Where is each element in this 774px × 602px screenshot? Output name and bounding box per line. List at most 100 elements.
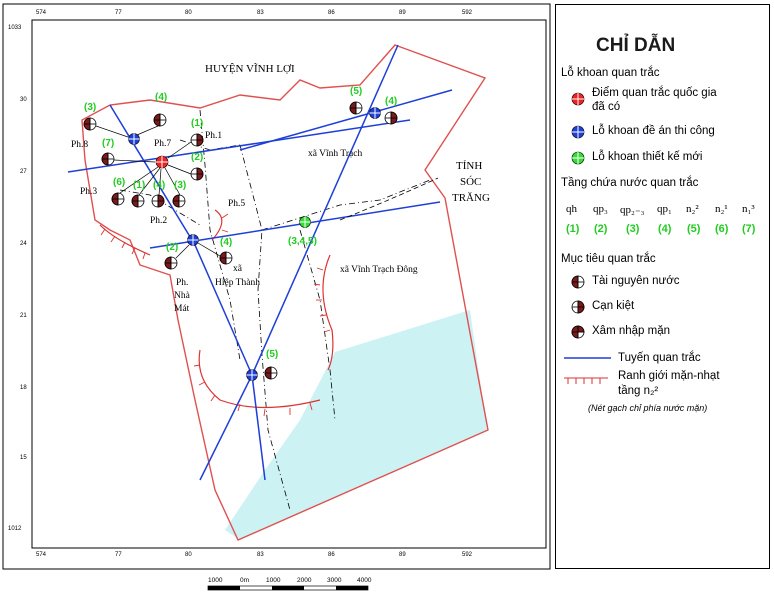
legend-section-wells: Lỗ khoan quan trắc (561, 67, 660, 79)
target-marker (164, 256, 178, 270)
ward-label: Ph.5 (228, 199, 246, 209)
monitoring-lines (67, 44, 453, 481)
ward-label: Ph.3 (80, 187, 98, 197)
new-well (299, 216, 311, 228)
aquifer-number: (6) (715, 223, 729, 235)
target-marker (101, 152, 115, 166)
scale-bar (207, 585, 369, 591)
scale-label: 1000 (208, 577, 223, 584)
legend-new-label: Lỗ khoan thiết kế mới (592, 151, 703, 163)
axis-bottom-label: 83 (257, 552, 264, 558)
axis-bottom-label: 89 (399, 552, 406, 558)
salt-fresh-boundary (99, 209, 334, 409)
project-well (369, 107, 381, 119)
legend-target-label: Cạn kiệt (592, 300, 635, 312)
scale-label: 1000 (266, 577, 281, 584)
axis-left-label: 15 (20, 455, 27, 461)
target-marker (83, 117, 97, 131)
axis-bottom-label: 592 (462, 552, 473, 558)
province-label-line3: TRĂNG (452, 192, 490, 204)
legend-national-label: Điểm quan trắc quốc gia (592, 87, 717, 99)
aquifer-number: (4) (658, 223, 672, 235)
legend-national-label2: đã có (592, 101, 621, 113)
legend-section-targets: Mục tiêu quan trắc (561, 253, 656, 265)
district-label: HUYỆN VĨNH LỢI (205, 63, 295, 75)
well-label: (4) (155, 92, 168, 103)
target-marker (111, 192, 125, 206)
well-label: (2) (191, 152, 204, 163)
well-label: (5) (350, 86, 363, 97)
well-label: (7) (102, 138, 115, 149)
well-label: (4) (153, 180, 166, 191)
aquifer-symbol: qh (566, 203, 577, 215)
well-label: (3) (84, 102, 97, 113)
aquifer-number: (7) (742, 223, 756, 235)
target-marker (384, 111, 398, 125)
axis-left-label: 1012 (8, 526, 22, 532)
axis-left-label: 27 (20, 169, 27, 175)
legend-new-icon (571, 151, 585, 165)
well-label: (3,4,5) (288, 236, 317, 247)
legend-note: (Nét gạch chỉ phía nước mặn) (588, 403, 708, 413)
axis-bottom-label: 86 (328, 552, 335, 558)
well-label: (5) (266, 349, 279, 360)
legend-well-icons (564, 92, 611, 384)
axis-top-label: 86 (328, 10, 335, 16)
target-marker (131, 194, 145, 208)
axis-left-label: 1033 (8, 25, 22, 31)
axis-top-label: 77 (115, 10, 122, 16)
aquifer-number: (3) (626, 223, 640, 235)
target-marker (219, 251, 233, 265)
axis-left-label: 18 (20, 385, 27, 391)
map-inner-frame (31, 19, 547, 549)
legend-target-label: Xâm nhập mặn (592, 325, 670, 337)
project-well (246, 369, 258, 381)
aquifer-number: (1) (566, 223, 580, 235)
ward-label: Ph.2 (150, 216, 168, 226)
scale-label: 4000 (357, 577, 372, 584)
aquifer-symbol: qp₁ (657, 203, 672, 215)
salt-fresh-hatch (100, 213, 331, 417)
axis-top-label: 89 (399, 10, 406, 16)
axis-bottom-label: 80 (185, 552, 192, 558)
commune-label: xã (233, 264, 242, 274)
ward-label: Nhà (174, 291, 190, 301)
scale-label: 3000 (327, 577, 342, 584)
legend-target-icon (571, 275, 585, 289)
legend-target-label: Tài nguyên nước (592, 275, 680, 287)
well-label: (6) (113, 177, 126, 188)
aquifer-symbol: qp₃ (593, 203, 608, 215)
district-boundary (81, 44, 489, 541)
legend-target-icon (571, 300, 585, 314)
commune-label: xã Vĩnh Trạch Đông (340, 265, 418, 275)
well-label: (1) (133, 180, 146, 191)
aquifer-number: (5) (687, 223, 701, 235)
legend-project-label: Lỗ khoan đề án thi công (592, 125, 715, 137)
axis-top-label: 574 (36, 10, 47, 16)
well-label: (3) (174, 180, 187, 191)
scale-label: 0m (240, 577, 250, 584)
direction-arrows (339, 177, 439, 221)
well-label: (1) (191, 118, 204, 129)
pointer-arrows (95, 125, 221, 259)
aquifer-number: (2) (594, 223, 608, 235)
legend-project-icon (571, 125, 585, 139)
aquifer-symbol: n₂² (686, 203, 699, 215)
target-marker (190, 133, 204, 147)
aquifer-symbol: n₂¹ (715, 203, 728, 215)
well-label: (2) (166, 242, 179, 253)
map-outer-frame (2, 3, 551, 570)
saline-water-area (225, 310, 487, 540)
axis-left-label: 30 (20, 97, 27, 103)
legend-section-aquifers: Tầng chứa nước quan trắc (561, 177, 699, 189)
well-markers (128, 107, 381, 381)
well-label: (4) (385, 96, 398, 107)
project-well (187, 234, 199, 246)
ward-label: Ph.8 (71, 140, 89, 150)
target-marker (153, 113, 167, 127)
legend-line-label: Tuyến quan trắc (618, 352, 701, 364)
target-marker (190, 167, 204, 181)
target-symbols (83, 101, 398, 380)
axis-bottom-label: 574 (36, 552, 47, 558)
